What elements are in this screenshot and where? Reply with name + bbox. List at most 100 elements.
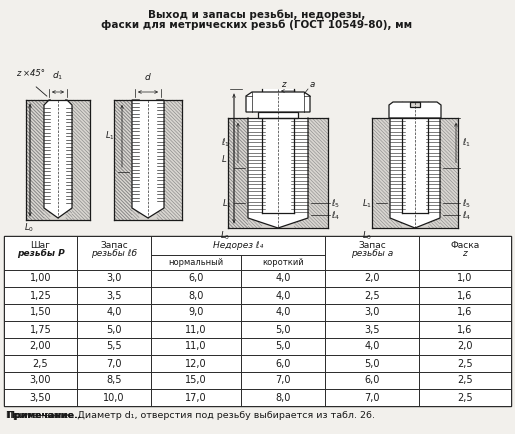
Polygon shape — [248, 118, 308, 228]
Text: 11,0: 11,0 — [185, 325, 207, 335]
Bar — [4, 270, 77, 287]
Text: 7,0: 7,0 — [275, 375, 291, 385]
Text: 2,5: 2,5 — [457, 358, 473, 368]
Bar — [77, 389, 151, 406]
Text: 2,0: 2,0 — [457, 342, 473, 352]
Bar — [419, 287, 511, 304]
Bar — [114, 100, 182, 220]
Text: $L_1$: $L_1$ — [222, 198, 232, 210]
Text: 4,0: 4,0 — [364, 342, 380, 352]
Text: Примечание.. Диаметр d₁, отверстия под резьбу выбирается из табл. 26.: Примечание.. Диаметр d₁, отверстия под р… — [6, 411, 375, 420]
Text: 1,6: 1,6 — [457, 325, 473, 335]
Text: 1,6: 1,6 — [457, 290, 473, 300]
Text: 1,6: 1,6 — [457, 308, 473, 318]
Bar — [151, 287, 241, 304]
Bar — [77, 372, 151, 389]
Bar — [241, 372, 325, 389]
Bar — [241, 389, 325, 406]
Text: 3,0: 3,0 — [364, 308, 380, 318]
Bar — [4, 338, 77, 355]
Bar — [241, 321, 325, 338]
Bar — [325, 321, 419, 338]
Text: 8,0: 8,0 — [188, 290, 204, 300]
Text: 11,0: 11,0 — [185, 342, 207, 352]
Bar — [325, 287, 419, 304]
Text: Шаг: Шаг — [30, 241, 50, 250]
Text: 12,0: 12,0 — [185, 358, 207, 368]
Bar — [241, 255, 325, 270]
Bar — [4, 389, 77, 406]
Bar — [419, 236, 511, 270]
Bar — [77, 355, 151, 372]
Text: нормальный: нормальный — [168, 258, 224, 267]
Polygon shape — [390, 118, 440, 228]
Text: 2,5: 2,5 — [32, 358, 48, 368]
Text: $a$: $a$ — [309, 80, 316, 89]
Text: 1,00: 1,00 — [30, 273, 52, 283]
Text: Примечание..: Примечание.. — [6, 411, 81, 420]
Text: Фаска: Фаска — [451, 241, 479, 250]
Bar — [151, 236, 325, 255]
Text: 2,5: 2,5 — [457, 392, 473, 402]
Bar — [325, 304, 419, 321]
Bar — [325, 270, 419, 287]
Text: фаски для метрических резьб (ГОСТ 10549-80), мм: фаски для метрических резьб (ГОСТ 10549-… — [101, 20, 413, 30]
Polygon shape — [389, 102, 441, 118]
Bar — [4, 287, 77, 304]
Bar — [228, 118, 328, 228]
Text: Примечание..: Примечание.. — [6, 411, 81, 420]
Bar — [325, 355, 419, 372]
Text: 17,0: 17,0 — [185, 392, 207, 402]
Text: $L_0$: $L_0$ — [362, 229, 372, 241]
Polygon shape — [246, 92, 310, 112]
Bar — [4, 355, 77, 372]
Text: Запас: Запас — [358, 241, 386, 250]
Bar — [77, 338, 151, 355]
Text: 4,0: 4,0 — [276, 290, 290, 300]
Bar — [26, 100, 90, 220]
Text: $L_0$: $L_0$ — [24, 222, 34, 234]
Text: Недорез ℓ₄: Недорез ℓ₄ — [213, 241, 263, 250]
Bar — [77, 270, 151, 287]
Text: $L$: $L$ — [221, 153, 227, 164]
Bar — [4, 321, 77, 338]
Text: резьбы P: резьбы P — [16, 249, 64, 258]
Bar — [241, 270, 325, 287]
Bar — [402, 102, 428, 213]
Text: 3,5: 3,5 — [106, 290, 122, 300]
Text: $z$: $z$ — [281, 80, 288, 89]
Bar — [241, 287, 325, 304]
Bar — [325, 389, 419, 406]
Text: 5,0: 5,0 — [275, 342, 291, 352]
Bar — [4, 304, 77, 321]
Text: 5,0: 5,0 — [106, 325, 122, 335]
Bar — [151, 338, 241, 355]
Text: 2,0: 2,0 — [364, 273, 380, 283]
Bar — [262, 89, 294, 213]
Bar — [419, 372, 511, 389]
Bar — [241, 355, 325, 372]
Polygon shape — [132, 100, 164, 218]
Text: 15,0: 15,0 — [185, 375, 207, 385]
Text: 6,0: 6,0 — [364, 375, 380, 385]
Bar — [4, 372, 77, 389]
Text: 7,0: 7,0 — [364, 392, 380, 402]
Bar — [258, 112, 298, 118]
Text: 8,0: 8,0 — [276, 392, 290, 402]
Bar — [419, 355, 511, 372]
Text: $\ell_5$: $\ell_5$ — [462, 198, 471, 210]
Bar — [241, 304, 325, 321]
Bar — [77, 236, 151, 270]
Bar — [372, 118, 458, 228]
Text: 8,5: 8,5 — [106, 375, 122, 385]
Text: z ×45°: z ×45° — [16, 69, 45, 78]
Bar — [419, 304, 511, 321]
Text: 2,00: 2,00 — [30, 342, 52, 352]
Text: 1,50: 1,50 — [30, 308, 52, 318]
Text: 3,00: 3,00 — [30, 375, 52, 385]
Bar — [241, 338, 325, 355]
Text: 9,0: 9,0 — [188, 308, 204, 318]
Text: 6,0: 6,0 — [188, 273, 204, 283]
Text: 10,0: 10,0 — [103, 392, 125, 402]
Text: 1,0: 1,0 — [457, 273, 473, 283]
